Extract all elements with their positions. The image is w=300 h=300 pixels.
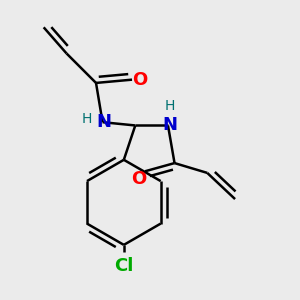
Text: H: H: [164, 100, 175, 113]
Text: Cl: Cl: [114, 257, 134, 275]
Text: O: O: [133, 71, 148, 89]
Text: N: N: [162, 116, 177, 134]
Text: N: N: [97, 113, 112, 131]
Text: H: H: [82, 112, 92, 126]
Text: O: O: [131, 170, 146, 188]
